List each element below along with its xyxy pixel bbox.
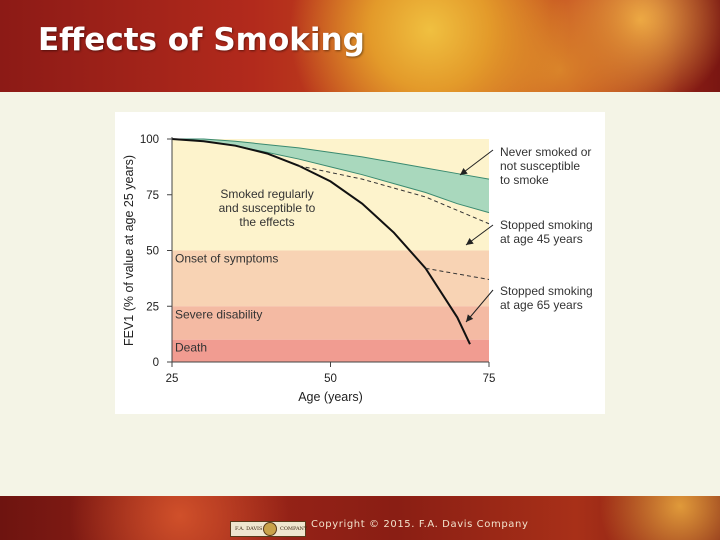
y-tick-label: 0 (153, 357, 159, 369)
arrow-head-icon (466, 238, 474, 245)
annotation-smoked: the effects (239, 215, 294, 229)
logo-seal-icon (263, 522, 277, 536)
annotation-side: Never smoked or (500, 145, 591, 159)
zone-band (172, 306, 489, 340)
logo-text-left: F.A. DAVIS (235, 526, 263, 532)
chart-canvas: 0 25 50 75 100 25 50 75 Age (years) FEV1 (% of va… (122, 134, 593, 404)
fev1-chart: 0 25 50 75 100 25 50 75 Age (years) FEV1 (% of va… (115, 112, 605, 414)
annotation-side: not susceptible (500, 159, 580, 173)
never-smoked-band (172, 139, 489, 213)
arrow-head-icon (466, 314, 474, 322)
y-axis-title: FEV1 (% of value at age 25 years) (122, 155, 136, 346)
title-banner (0, 0, 720, 92)
slide-title: Effects of Smoking (38, 22, 365, 58)
series-line-stopped65 (425, 267, 490, 280)
zone-band (172, 250, 489, 307)
footer-banner (0, 496, 720, 540)
logo-text-right: COMPANY (280, 526, 308, 532)
y-tick-label: 100 (140, 134, 159, 146)
series-line-smoked (171, 138, 471, 345)
x-tick-label: 50 (324, 373, 337, 385)
y-tick-label: 50 (146, 246, 159, 258)
y-tick-label: 25 (146, 301, 159, 313)
zone-band (172, 339, 489, 362)
copyright-text: Copyright © 2015. F.A. Davis Company (311, 519, 529, 530)
annotation-side: Stopped smoking (500, 284, 593, 298)
x-tick-label: 25 (166, 373, 179, 385)
annotation-side: Stopped smoking (500, 218, 593, 232)
annotation-smoked: Smoked regularly (220, 187, 313, 201)
arrow-head-icon (460, 167, 468, 175)
y-tick-label: 75 (146, 190, 159, 202)
publisher-logo: F.A. DAVIS COMPANY (230, 521, 308, 537)
zone-label: Onset of symptoms (175, 252, 278, 266)
x-axis-title: Age (years) (298, 390, 363, 404)
zone-label: Severe disability (175, 307, 262, 321)
annotation-side: to smoke (500, 173, 549, 187)
series-line-never_upper (172, 138, 490, 180)
annotation-side: at age 45 years (500, 232, 583, 246)
x-tick-label: 75 (483, 373, 496, 385)
annotation-smoked: and susceptible to (219, 201, 316, 215)
zone-label: Death (175, 341, 207, 355)
annotation-side: at age 65 years (500, 298, 583, 312)
